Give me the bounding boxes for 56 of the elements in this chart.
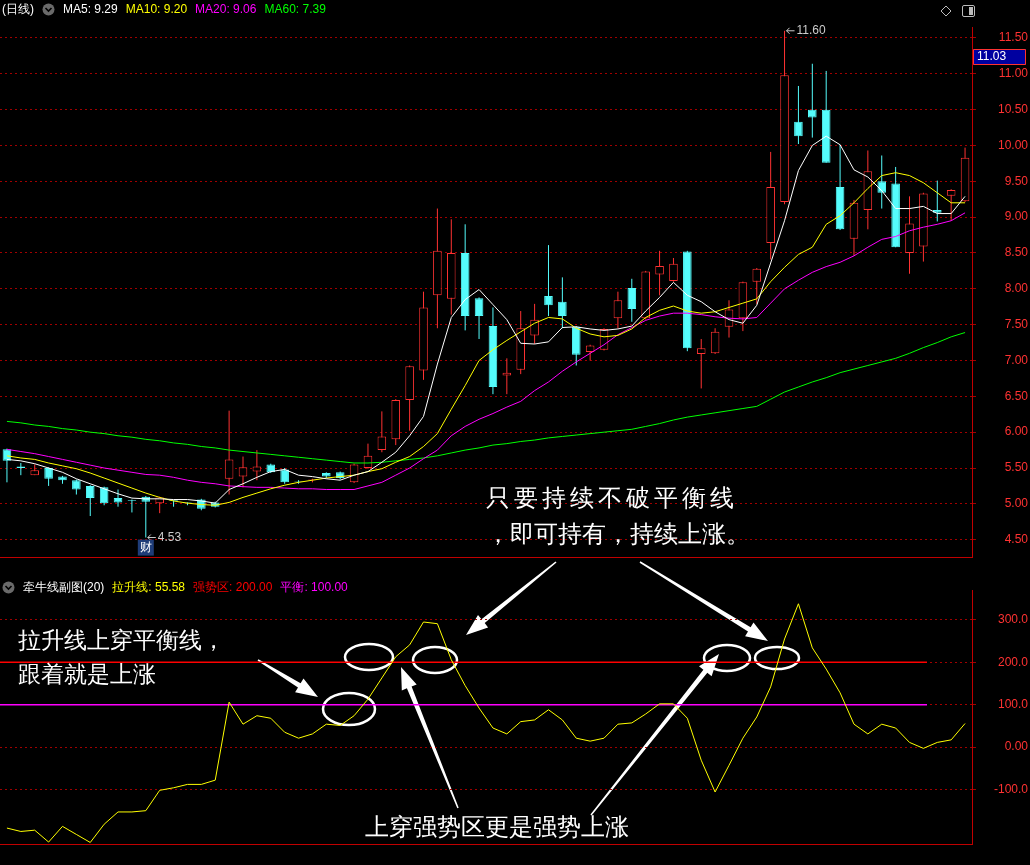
y-tick-label: 0.00 [1004,739,1029,754]
candlestick [558,276,567,329]
y-tick-label: 7.00 [1004,352,1029,367]
y-tick-label: 7.50 [1004,316,1029,331]
candlestick [794,85,803,145]
candlestick [502,357,512,395]
candlestick [253,449,261,481]
text: MA20: 9.06 [195,2,257,16]
ref-line-label: 强势区: 200.00 [193,580,273,594]
candlestick [85,484,95,517]
candlestick [238,456,248,488]
y-tick-label: 9.00 [1004,209,1029,224]
candlestick [696,338,706,389]
y-tick-label: 11.50 [998,30,1029,45]
text: 拉升线: 55.58 [112,580,186,594]
annotation: 4.53 [157,529,182,544]
annotation: 财 [139,539,152,554]
y-tick-label: 8.50 [1004,245,1029,260]
y-tick-label: -100.0 [993,781,1029,796]
chart-title: (日线) [2,2,34,16]
candlestick [544,244,553,317]
text: 11.03 [977,49,1007,64]
y-tick-label: 200.0 [997,654,1029,669]
y-tick-label: 6.00 [1004,424,1029,439]
annotation: 11.60 [796,23,827,38]
y-tick-label: 5.00 [1004,496,1029,511]
annotation: 拉升线上穿平衡线，跟着就是上涨 [18,627,226,689]
ref-line-label: 平衡: 100.00 [280,580,348,594]
text: MA10: 9.20 [125,2,188,16]
annotation: 上穿强势区更是强势上涨 [365,813,630,842]
candlestick [627,278,637,323]
chart-title: 牵牛线副图(20) [23,580,105,594]
candlestick [225,410,233,496]
candlestick [808,63,817,139]
candlestick [614,291,622,329]
candlestick [752,267,762,305]
candlestick [655,250,664,296]
y-tick-label: 11.00 [998,66,1029,81]
text: MA60: 7.39 [264,2,326,16]
y-tick-label: 4.50 [1004,531,1029,546]
y-tick-label: 300.0 [997,612,1029,627]
y-tick-label: 10.50 [997,101,1029,116]
y-tick-label: 6.50 [1004,388,1029,403]
candlestick [877,155,887,210]
candlestick [932,180,942,222]
annotation: 只要持续不破平衡线，即可持有，持续上涨。 [486,484,751,549]
y-tick-label: 100.0 [997,696,1029,711]
candlestick [669,257,678,283]
candlestick [474,296,484,340]
y-tick-label: 5.50 [1004,460,1029,475]
y-tick-label: 8.00 [1004,281,1029,296]
candlestick [946,188,956,222]
y-tick-label: 9.50 [1004,173,1029,188]
text: MA5: 9.29 [63,2,118,16]
candlestick [377,410,387,453]
y-tick-label: 10.00 [997,137,1029,152]
